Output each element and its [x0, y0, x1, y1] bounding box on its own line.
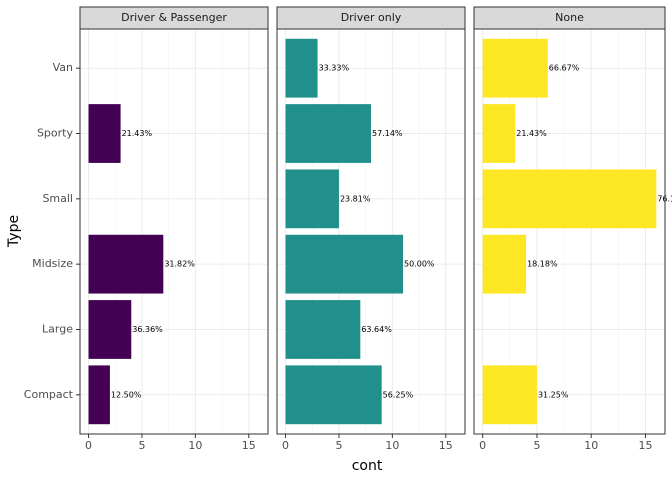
bar	[285, 38, 318, 98]
bar-label: 50.00%	[404, 260, 435, 269]
x-tick-label: 10	[188, 439, 202, 452]
x-tick-label: 15	[638, 439, 652, 452]
bar-label: 21.43%	[516, 129, 547, 138]
bar	[482, 234, 527, 294]
bar-label: 33.33%	[319, 64, 350, 73]
y-tick-label: Small	[42, 192, 73, 205]
y-tick-label: Van	[53, 61, 73, 74]
bar	[88, 104, 121, 163]
strip-title: Driver & Passenger	[121, 11, 227, 24]
bar	[482, 169, 657, 229]
x-tick-label: 0	[85, 439, 92, 452]
bar-label: 57.14%	[372, 129, 403, 138]
bar	[285, 300, 361, 359]
x-tick-label: 10	[385, 439, 399, 452]
y-tick-label: Midsize	[32, 257, 73, 270]
bar-label: 23.81%	[340, 194, 371, 203]
x-tick-label: 5	[533, 439, 540, 452]
x-tick-label: 5	[335, 439, 342, 452]
bar	[88, 300, 132, 359]
x-tick-label: 15	[242, 439, 256, 452]
bar	[482, 365, 537, 425]
bar-label: 31.82%	[164, 260, 195, 269]
bar	[482, 38, 548, 98]
x-axis-label: cont	[352, 458, 383, 474]
x-tick-label: 5	[138, 439, 145, 452]
x-tick-label: 0	[282, 439, 289, 452]
bar-label: 12.50%	[111, 390, 142, 399]
bar-label: 31.25%	[538, 390, 569, 399]
bar-label: 21.43%	[122, 129, 153, 138]
bar-label: 56.25%	[383, 390, 414, 399]
bar	[482, 104, 516, 163]
panel-border	[473, 28, 666, 435]
y-tick-label: Compact	[24, 388, 74, 401]
bar-label: 18.18%	[527, 260, 558, 269]
bar-label: 66.67%	[549, 64, 580, 73]
bar	[285, 234, 404, 294]
bar	[88, 234, 164, 294]
bar-label: 36.36%	[132, 325, 163, 334]
strip-title: None	[555, 11, 584, 24]
x-tick-label: 0	[479, 439, 486, 452]
bar-label: 63.64%	[361, 325, 392, 334]
bar	[88, 365, 110, 425]
panel-border	[276, 28, 466, 435]
panel-border	[79, 28, 269, 435]
x-tick-label: 10	[584, 439, 598, 452]
bar	[285, 169, 339, 229]
bar	[285, 365, 382, 425]
panel-bg	[80, 29, 268, 434]
strip-title: Driver only	[341, 11, 402, 24]
y-tick-label: Large	[42, 322, 73, 335]
x-tick-label: 15	[439, 439, 453, 452]
bar	[285, 104, 371, 163]
y-tick-label: Sporty	[37, 127, 74, 140]
y-axis-label: Type	[6, 215, 22, 248]
